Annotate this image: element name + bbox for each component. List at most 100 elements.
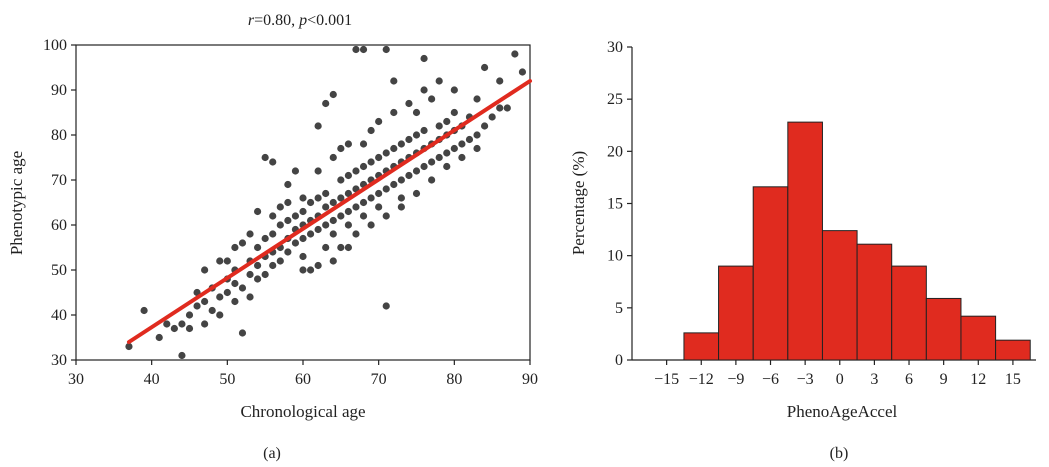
y-tick-label: 90 xyxy=(51,82,67,99)
scatter-point xyxy=(412,189,421,198)
scatter-point xyxy=(314,167,322,175)
scatter-point xyxy=(322,243,330,252)
scatter-point xyxy=(352,45,360,54)
scatter-point xyxy=(254,207,262,216)
scatter-point xyxy=(223,257,231,265)
scatter-point xyxy=(185,311,194,319)
x-tick-label: 40 xyxy=(144,371,160,388)
scatter-point xyxy=(216,311,224,319)
scatter-point xyxy=(216,293,224,301)
scatter-point xyxy=(352,203,360,211)
scatter-point xyxy=(481,63,489,72)
y-tick-label: 100 xyxy=(43,37,67,54)
scatter-point xyxy=(382,302,390,310)
scatter-point xyxy=(223,288,231,297)
scatter-point xyxy=(178,351,186,360)
title-p: p xyxy=(298,12,307,29)
x-tick-label: 12 xyxy=(970,371,986,388)
scatter-point xyxy=(299,234,307,243)
scatter-point xyxy=(405,171,413,180)
scatter-point xyxy=(276,203,284,211)
scatter-point xyxy=(443,162,451,171)
scatter-point xyxy=(125,342,133,351)
scatter-point xyxy=(163,320,171,328)
scatter-point xyxy=(375,153,383,162)
scatter-point xyxy=(390,144,398,153)
scatter-point xyxy=(306,198,315,207)
histogram-bar xyxy=(856,243,893,361)
scatter-point xyxy=(299,252,307,261)
scatter-point xyxy=(420,126,428,135)
histogram-y-label: Percentage (%) xyxy=(569,151,588,255)
scatter-point xyxy=(450,86,458,94)
scatter-point xyxy=(359,140,368,148)
scatter-point xyxy=(344,171,352,180)
scatter-point xyxy=(443,149,451,157)
scatter-point xyxy=(390,108,398,117)
scatter-point xyxy=(322,189,330,198)
scatter-point xyxy=(450,108,458,117)
scatter-point xyxy=(337,212,345,220)
scatter-point xyxy=(170,324,178,333)
panel-label-b: (b) xyxy=(830,445,849,462)
scatter-point xyxy=(284,180,292,189)
x-tick-label: 30 xyxy=(68,371,84,388)
histogram-bar xyxy=(821,230,858,361)
y-tick-label: 70 xyxy=(51,172,67,189)
scatter-point xyxy=(397,140,405,148)
scatter-point xyxy=(178,320,186,328)
scatter-point xyxy=(185,324,194,333)
scatter-title: r=0.80, p<0.001 xyxy=(248,12,352,29)
scatter-point xyxy=(375,203,383,211)
y-tick-label: 0 xyxy=(615,352,623,369)
scatter-point xyxy=(238,329,247,337)
scatter-point xyxy=(458,140,466,148)
scatter-point xyxy=(306,230,315,238)
scatter-point xyxy=(344,221,352,229)
x-tick-label: 80 xyxy=(446,371,462,388)
scatter-point xyxy=(201,266,209,274)
x-tick-label: 50 xyxy=(219,371,235,388)
scatter-point xyxy=(329,90,337,99)
scatter-point xyxy=(496,104,504,112)
scatter-point xyxy=(314,225,322,234)
scatter-point xyxy=(359,162,368,171)
scatter-point xyxy=(276,257,284,265)
scatter-point xyxy=(367,194,375,202)
scatter-point xyxy=(329,198,337,207)
scatter-point xyxy=(412,167,421,175)
scatter-point xyxy=(261,270,269,279)
scatter-point xyxy=(231,297,239,306)
scatter-point xyxy=(518,68,527,76)
scatter-point xyxy=(435,77,443,85)
scatter-point xyxy=(435,153,443,162)
title-p-value: <0.001 xyxy=(307,12,352,29)
scatter-point xyxy=(254,275,262,283)
y-tick-label: 15 xyxy=(607,196,623,213)
scatter-point xyxy=(352,230,360,238)
scatter-point xyxy=(322,203,330,211)
y-tick-label: 40 xyxy=(51,307,67,324)
scatter-point xyxy=(390,77,398,85)
scatter-point xyxy=(284,198,292,207)
scatter-point xyxy=(208,306,216,315)
y-tick-label: 20 xyxy=(607,143,623,160)
scatter-point xyxy=(375,189,383,198)
scatter-point xyxy=(299,207,307,216)
scatter-point xyxy=(329,230,337,238)
scatter-point xyxy=(337,243,345,252)
scatter-point xyxy=(269,261,277,270)
histogram-x-ticks: −15 −12 −9 −6 −3 0 3 6 9 12 15 xyxy=(654,360,1021,388)
scatter-panel: r=0.80, p<0.001 30 40 50 60 70 80 90 30 40 50 60 7… xyxy=(7,12,538,462)
y-tick-label: 50 xyxy=(51,262,67,279)
scatter-point xyxy=(254,243,262,252)
scatter-point xyxy=(390,180,398,189)
scatter-point xyxy=(276,221,284,229)
y-tick-label: 80 xyxy=(51,127,67,144)
x-tick-label: 60 xyxy=(295,371,311,388)
scatter-x-label: Chronological age xyxy=(240,402,365,421)
y-tick-label: 30 xyxy=(607,39,623,56)
scatter-point xyxy=(405,99,413,108)
y-tick-label: 10 xyxy=(607,248,623,265)
scatter-point xyxy=(428,95,436,103)
